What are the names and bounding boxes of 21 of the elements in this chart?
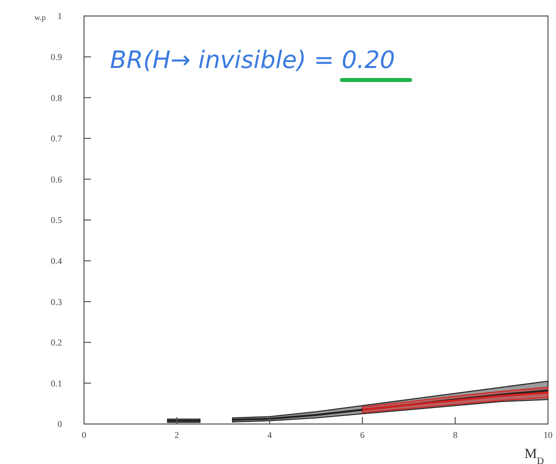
y-tick-label: 0.9 <box>50 52 62 62</box>
x-tick-label: 6 <box>360 430 366 440</box>
y-tick-label: 0.4 <box>50 256 62 266</box>
y-tick-label: 0.7 <box>50 134 62 144</box>
x-tick-label: 10 <box>544 430 553 440</box>
y-tick-label: 0.3 <box>50 296 62 307</box>
x-tick-label: 2 <box>174 430 180 440</box>
y-tick-label: 0.5 <box>50 215 62 226</box>
x-tick-label: 0 <box>82 430 87 440</box>
x-tick-label: 8 <box>452 430 458 440</box>
y-tick-label: 0.8 <box>50 92 62 103</box>
y-axis-title: w.p <box>34 13 46 22</box>
annotation: BR(H→ invisible) = 0.20 <box>110 46 396 74</box>
y-tick-label: 0.6 <box>50 174 62 184</box>
y-tick-label: 1 <box>58 11 62 22</box>
line-series <box>361 392 549 411</box>
y-tick-label: 0.1 <box>50 378 62 388</box>
y-tick-label: 0 <box>58 419 62 430</box>
x-tick-label: 4 <box>267 430 272 440</box>
x-axis-title: M$_{D}$ <box>524 447 544 464</box>
y-tick-label: 0.2 <box>50 338 62 348</box>
